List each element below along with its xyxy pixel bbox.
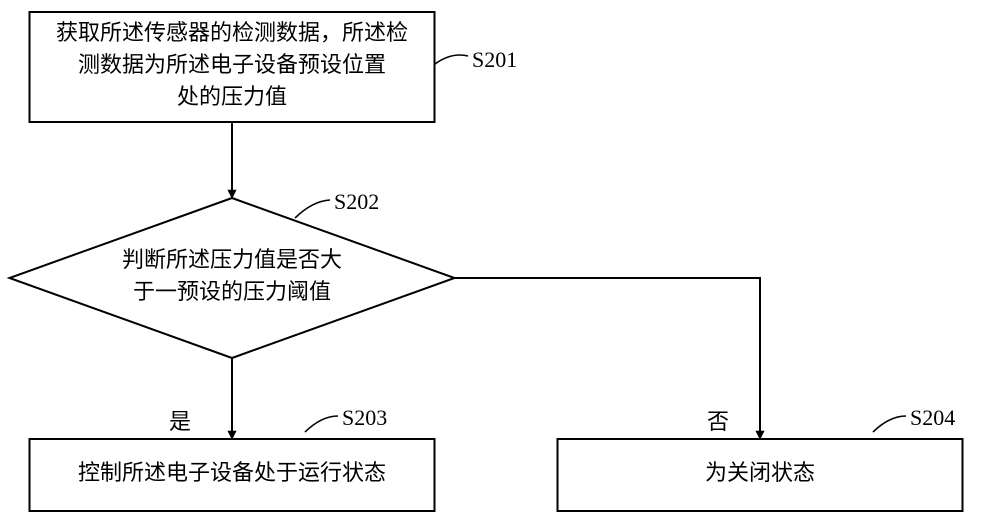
- edge-label: 是: [169, 409, 191, 434]
- step-label: S204: [910, 405, 955, 430]
- node-text: 获取所述传感器的检测数据，所述检: [56, 20, 408, 45]
- edge-label: 否: [707, 409, 729, 434]
- step-label: S202: [334, 189, 379, 214]
- step-label: S203: [342, 405, 387, 430]
- node-text: 测数据为所述电子设备预设位置: [78, 52, 386, 77]
- node-text: 判断所述压力值是否大: [122, 247, 342, 272]
- node-text: 处的压力值: [177, 84, 287, 109]
- node-text: 于一预设的压力阈值: [133, 279, 331, 304]
- node-text: 控制所述电子设备处于运行状态: [78, 460, 386, 485]
- node-text: 为关闭状态: [705, 460, 815, 485]
- step-label: S201: [472, 47, 517, 72]
